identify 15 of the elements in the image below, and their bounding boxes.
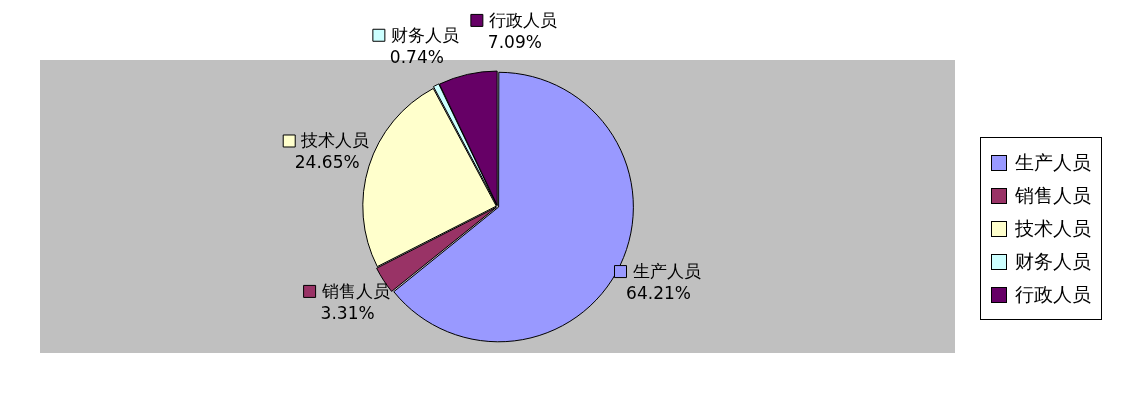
legend-label: 财务人员 xyxy=(390,24,459,45)
data-label: 64.21% xyxy=(626,282,691,303)
legend-label: 技术人员 xyxy=(300,130,370,151)
data-label: 3.31% xyxy=(320,302,375,323)
category-label: 财务人员 xyxy=(1015,249,1091,272)
category-label: 销售人员 xyxy=(1015,183,1091,206)
category-label: 行政人员 xyxy=(1015,282,1091,305)
legend-label: 销售人员 xyxy=(320,280,390,301)
data-label: 7.09% xyxy=(487,31,542,52)
legend-label: 行政人员 xyxy=(488,9,557,30)
data-label: 24.65% xyxy=(294,152,360,173)
category-label: 技术人员 xyxy=(1015,216,1091,239)
legend-label: 生产人员 xyxy=(632,260,701,281)
data-label: 0.74% xyxy=(389,46,444,67)
category-label: 生产人员 xyxy=(1015,150,1091,173)
